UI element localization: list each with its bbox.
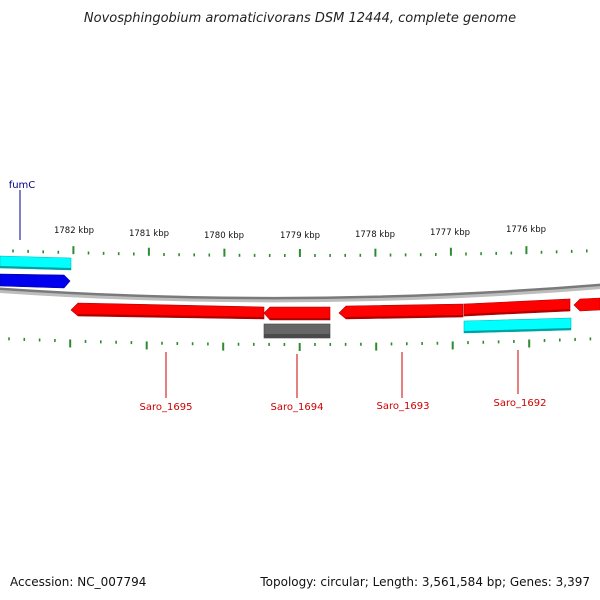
inner-ticks	[8, 337, 592, 351]
label-leaders	[19, 190, 519, 398]
accession-text: Accession: NC_007794	[10, 575, 146, 589]
feature-saro-1692-shade	[464, 309, 570, 316]
topology-text: Topology: circular; Length: 3,561,584 bp…	[259, 575, 590, 589]
tick-label: 1782 kbp	[54, 226, 94, 236]
label-saro-1693[interactable]: Saro_1693	[377, 401, 430, 412]
label-saro-1695[interactable]: Saro_1695	[140, 402, 193, 413]
feature-rna-left-shade	[0, 266, 71, 270]
tick-label: 1777 kbp	[430, 228, 470, 238]
label-saro-1692[interactable]: Saro_1692	[494, 398, 547, 409]
feature-saro-1694-shade	[270, 318, 330, 320]
backbone-arc	[0, 283, 600, 300]
feature-saro-1695-shade	[78, 314, 264, 319]
features	[0, 255, 600, 339]
tick-labels: 1782 kbp 1781 kbp 1780 kbp 1779 kbp 1778 kbp…	[54, 225, 546, 241]
tick-label: 1779 kbp	[280, 231, 320, 241]
backbone-arc-shadow	[0, 284, 600, 303]
feature-fumC[interactable]	[0, 273, 71, 289]
feature-rna-right-shade	[464, 328, 571, 333]
map-title: Novosphingobium aromaticivorans DSM 1244…	[84, 11, 516, 26]
feature-pseudo-shade	[264, 334, 330, 338]
feature-cds-right-edge[interactable]	[573, 297, 600, 312]
outer-ticks	[12, 246, 588, 257]
label-saro-1694[interactable]: Saro_1694	[271, 402, 324, 413]
label-fumC[interactable]: fumC	[9, 180, 36, 191]
tick-label: 1776 kbp	[506, 225, 546, 235]
tick-label: 1780 kbp	[204, 231, 244, 241]
tick-label: 1778 kbp	[355, 230, 395, 240]
feature-saro-1693-shade	[346, 315, 463, 319]
tick-label: 1781 kbp	[129, 229, 169, 239]
